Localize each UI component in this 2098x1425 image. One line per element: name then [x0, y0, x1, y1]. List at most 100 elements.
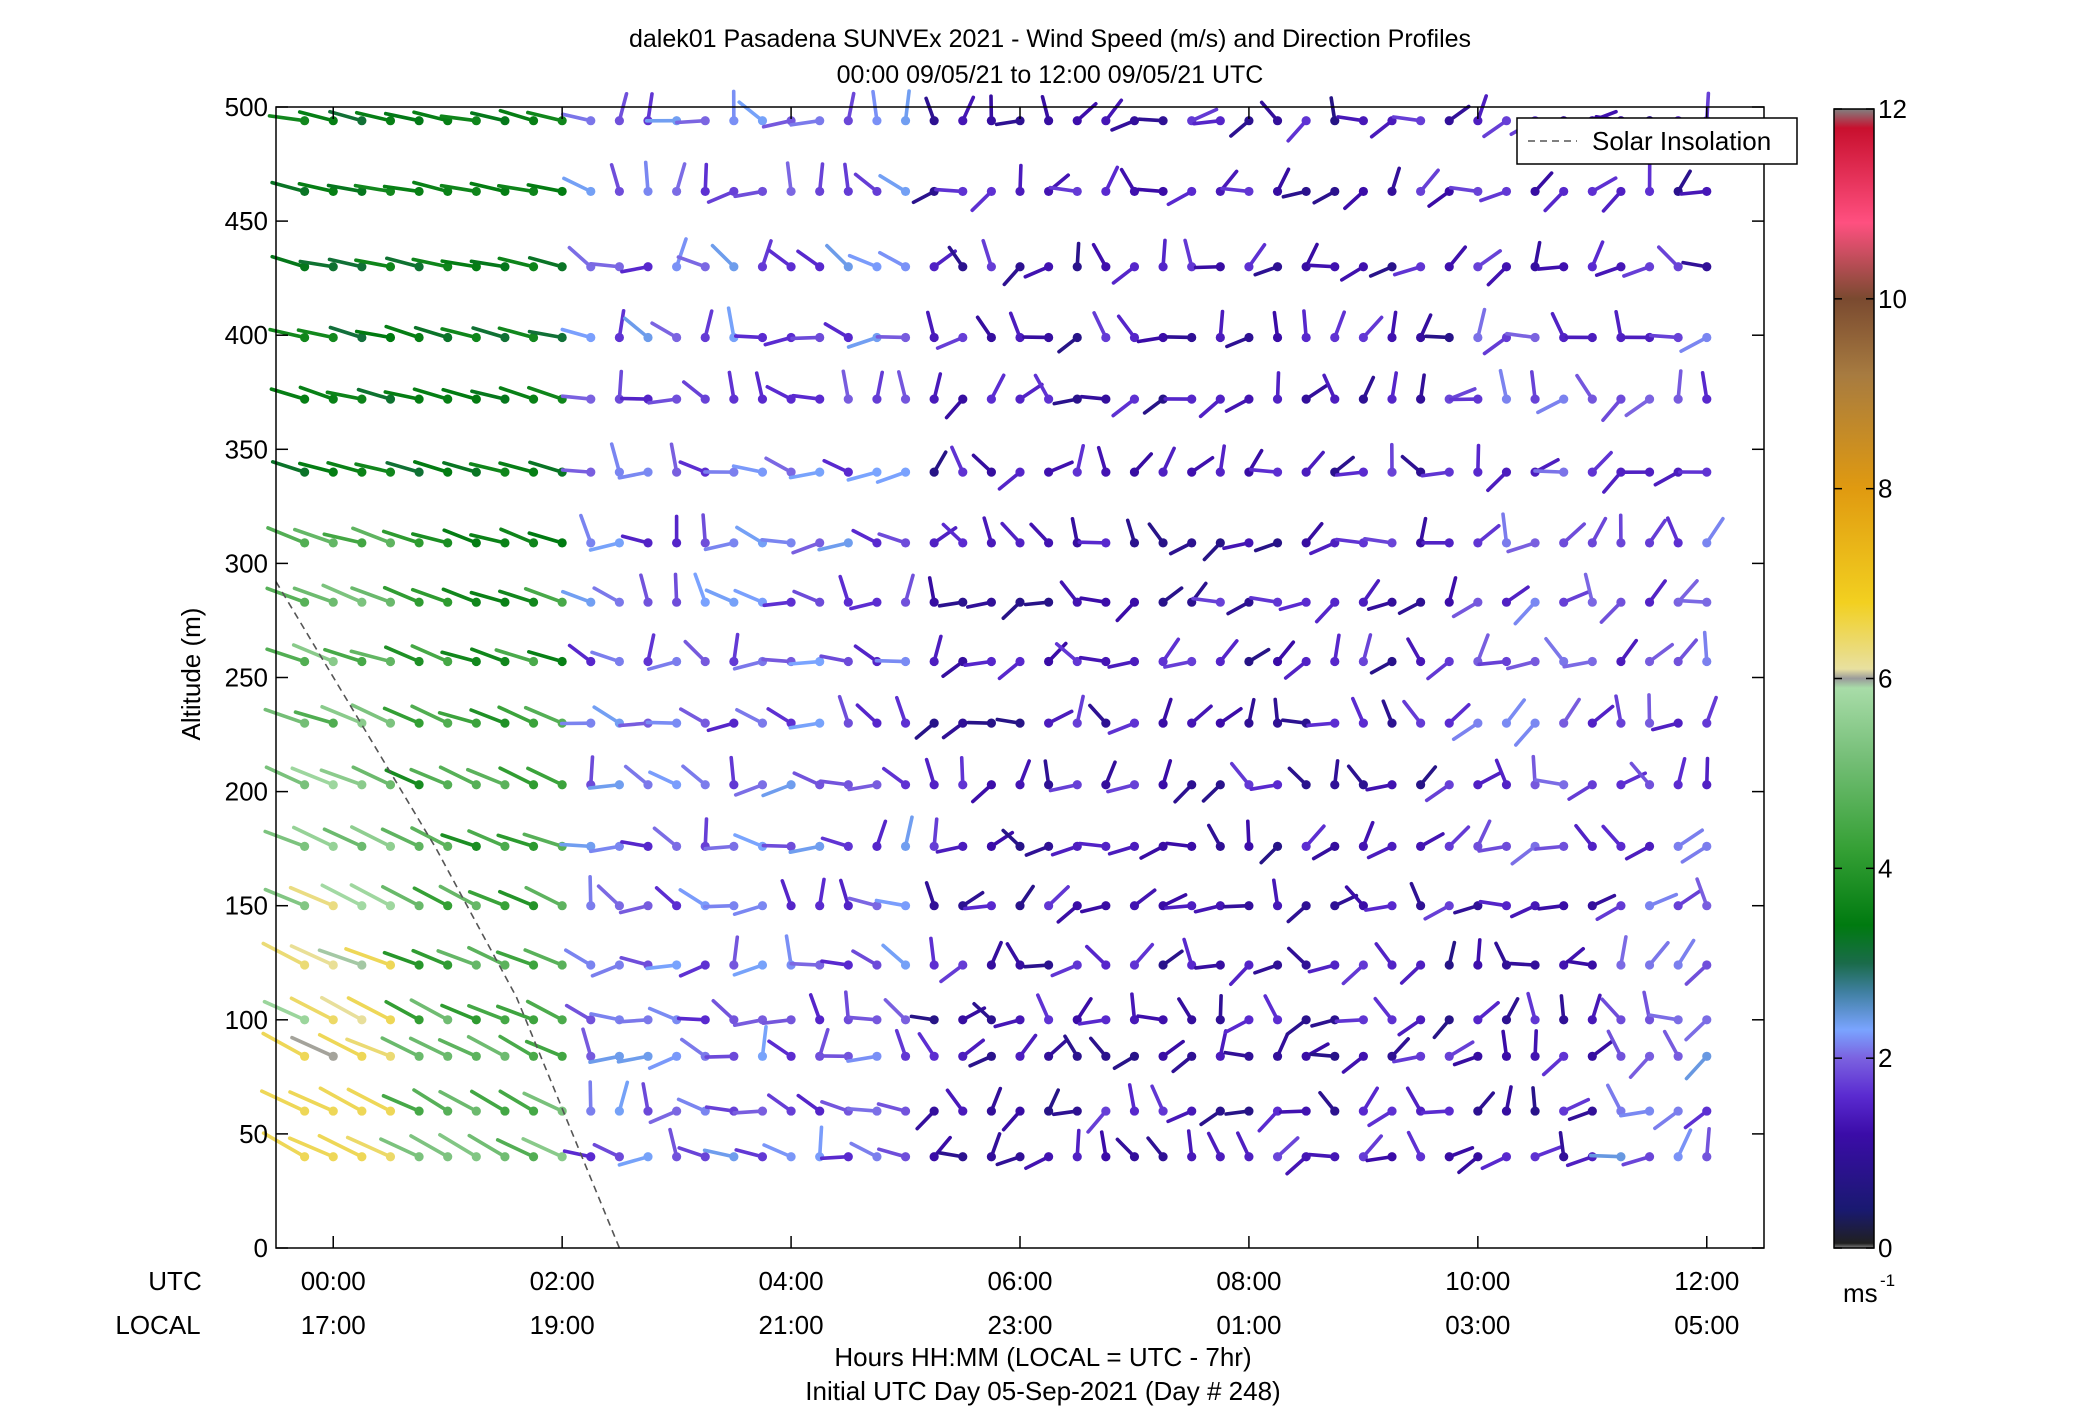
wind-barb — [440, 259, 481, 272]
wind-barb — [1091, 242, 1111, 272]
wind-barb — [1334, 1015, 1368, 1025]
wind-barb-stem — [351, 526, 393, 545]
wind-barb — [941, 718, 968, 740]
wind-barb — [1530, 1145, 1563, 1162]
wind-barb-dot — [1101, 1051, 1111, 1061]
wind-barb-dot — [643, 262, 653, 272]
wind-barb-dot — [1187, 262, 1197, 272]
wind-barb-stem — [291, 825, 336, 849]
wind-barb-dot — [1129, 718, 1140, 728]
wind-barb — [1096, 445, 1111, 477]
wind-barb-stem — [410, 704, 450, 725]
wind-barb — [674, 116, 710, 126]
wind-barb — [439, 114, 481, 126]
wind-barb-dot — [1330, 597, 1340, 607]
wind-barb — [410, 587, 453, 607]
wind-barb — [1480, 1152, 1512, 1170]
wind-barb-stem — [469, 1089, 507, 1113]
wind-barb-dot — [1015, 538, 1025, 548]
wind-barb-dot — [929, 656, 939, 667]
wind-barb-dot — [1416, 1051, 1426, 1061]
wind-barb-dot — [757, 901, 768, 911]
wind-barb — [559, 718, 596, 728]
wind-barb-dot — [443, 1152, 453, 1162]
wind-barb — [467, 945, 510, 970]
wind-barb-dot — [929, 780, 939, 790]
wind-barb — [1683, 1106, 1712, 1130]
wind-barb — [1311, 841, 1340, 861]
wind-barb-dot — [385, 656, 396, 667]
wind-barb-stem — [841, 369, 851, 401]
wind-barb — [1648, 1013, 1683, 1025]
wind-barb-stem — [1653, 1109, 1680, 1131]
wind-barb — [346, 996, 396, 1025]
wind-barb-stem — [732, 1017, 765, 1027]
wind-barb-dot — [1416, 780, 1426, 790]
wind-barb — [1110, 116, 1140, 132]
wind-barb-stem — [470, 389, 507, 401]
wind-barb — [1272, 640, 1296, 667]
wind-barb-dot — [1644, 467, 1655, 477]
wind-barb-dot — [1072, 116, 1082, 126]
wind-barb — [1444, 104, 1471, 126]
wind-barb-stem — [354, 258, 393, 269]
wind-barb — [876, 1102, 911, 1116]
wind-barb — [1341, 960, 1368, 986]
wind-barb-dot — [443, 1015, 453, 1025]
wind-barb-dot — [929, 538, 939, 548]
wind-barb-dot — [958, 467, 968, 477]
wind-barb-dot — [1444, 1152, 1454, 1162]
wind-barb — [328, 325, 367, 343]
wind-barb — [495, 950, 539, 970]
wind-barb-dot — [1272, 262, 1283, 272]
wind-barb — [617, 467, 653, 480]
wind-barb-stem — [820, 1100, 851, 1113]
wind-barb-stem — [1504, 698, 1526, 725]
wind-barb — [963, 656, 996, 668]
wind-barb — [1662, 1029, 1683, 1061]
wind-barb-stem — [497, 889, 536, 908]
wind-barb-dot — [1587, 901, 1597, 911]
wind-barb-stem — [673, 572, 679, 604]
wind-barb-dot — [1215, 1106, 1225, 1116]
wind-barb-dot — [900, 1152, 911, 1162]
wind-barb-dot — [300, 718, 310, 728]
wind-barb-stem — [1451, 721, 1480, 742]
wind-barb-dot — [1187, 1051, 1197, 1061]
wind-barb-stem — [1601, 397, 1623, 423]
wind-barb — [1272, 1032, 1290, 1061]
wind-barb — [875, 332, 911, 343]
wind-barb — [820, 836, 853, 851]
wind-barb — [1336, 115, 1368, 126]
wind-barb — [1392, 1051, 1426, 1064]
wind-barb-dot — [414, 467, 424, 477]
wind-barb — [620, 534, 653, 548]
wind-barb-dot — [1244, 186, 1254, 197]
wind-barb-dot — [471, 332, 481, 343]
wind-barb-stem — [524, 1039, 564, 1059]
wind-barb-dot — [357, 116, 367, 126]
wind-barb — [497, 256, 539, 272]
wind-barb-dot — [586, 718, 596, 728]
wind-barb-dot — [1272, 901, 1283, 911]
wind-barb-dot — [1244, 597, 1254, 607]
wind-barb-dot — [786, 186, 796, 197]
wind-barb — [1079, 596, 1111, 607]
wind-barb-dot — [757, 1051, 768, 1061]
wind-barb-dot — [1644, 1051, 1655, 1061]
wind-barb — [1158, 697, 1173, 728]
wind-barb — [1358, 1086, 1379, 1116]
wind-barb — [1506, 656, 1540, 671]
wind-barb — [838, 574, 853, 607]
wind-barb-dot — [471, 960, 481, 970]
wind-barb-dot — [614, 1106, 624, 1116]
wind-barb-dot — [1272, 1152, 1283, 1162]
wind-barb — [1346, 764, 1368, 790]
wind-barb — [382, 585, 424, 607]
wind-barb — [1036, 993, 1054, 1025]
wind-barb-dot — [328, 116, 338, 126]
wind-barb — [672, 162, 687, 197]
wind-barb — [408, 1036, 453, 1061]
wind-barb — [1509, 960, 1540, 970]
wind-barb-dot — [1501, 1051, 1512, 1061]
